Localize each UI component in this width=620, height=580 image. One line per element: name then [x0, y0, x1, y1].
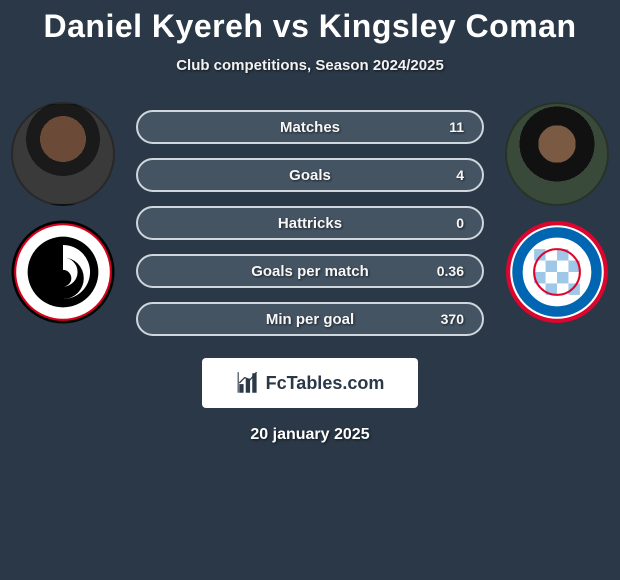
- stat-label: Goals per match: [194, 263, 426, 280]
- logo-text: FcTables.com: [266, 373, 385, 394]
- stats-list: Matches 11 Goals 4 Hattricks 0 Goals per…: [118, 102, 502, 336]
- subtitle: Club competitions, Season 2024/2025: [0, 57, 620, 74]
- bayern-badge-icon: [505, 220, 609, 324]
- bar-chart-icon: [236, 370, 262, 396]
- stat-label: Min per goal: [194, 311, 426, 328]
- comparison-panel: Matches 11 Goals 4 Hattricks 0 Goals per…: [0, 74, 620, 336]
- player-left-column: [8, 102, 118, 324]
- stat-right-value: 370: [426, 311, 464, 327]
- stat-right-value: 0.36: [426, 263, 464, 279]
- stat-row: Hattricks 0: [136, 206, 484, 240]
- stat-label: Hattricks: [194, 215, 426, 232]
- stat-row: Min per goal 370: [136, 302, 484, 336]
- date-text: 20 january 2025: [0, 426, 620, 444]
- player-right-column: [502, 102, 612, 324]
- stat-row: Goals per match 0.36: [136, 254, 484, 288]
- page-title: Daniel Kyereh vs Kingsley Coman: [0, 0, 620, 45]
- stat-row: Matches 11: [136, 110, 484, 144]
- stat-label: Matches: [194, 119, 426, 136]
- stat-row: Goals 4: [136, 158, 484, 192]
- player-right-club-badge: [505, 220, 609, 324]
- stat-right-value: 4: [426, 167, 464, 183]
- fctables-logo: FcTables.com: [202, 358, 418, 408]
- stat-right-value: 11: [426, 119, 464, 135]
- stat-right-value: 0: [426, 215, 464, 231]
- player-left-avatar: [11, 102, 115, 206]
- player-right-avatar: [505, 102, 609, 206]
- freiburg-badge-icon: [11, 220, 115, 324]
- player-left-club-badge: [11, 220, 115, 324]
- stat-label: Goals: [194, 167, 426, 184]
